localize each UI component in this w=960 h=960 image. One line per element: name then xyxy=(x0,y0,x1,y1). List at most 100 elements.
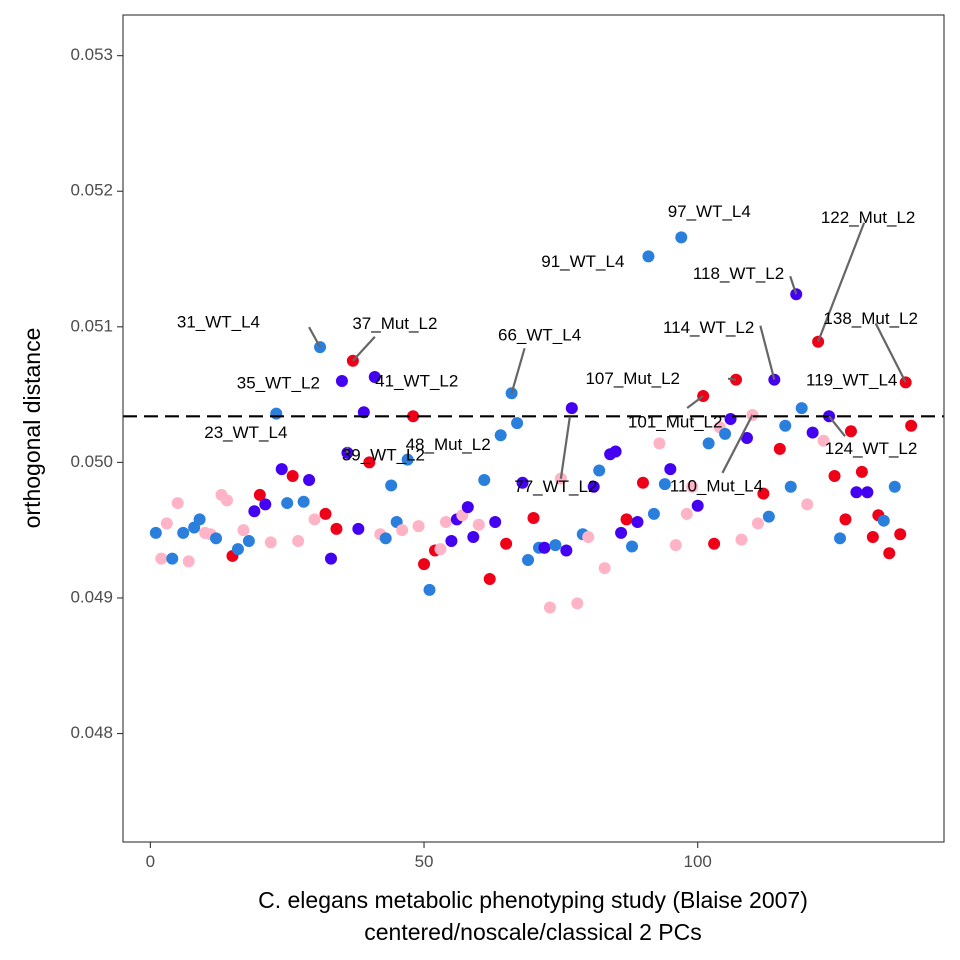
point-label: 97_WT_L4 xyxy=(668,202,751,221)
data-point xyxy=(330,522,343,535)
data-point xyxy=(620,513,633,526)
data-point xyxy=(385,479,398,492)
connectors-layer xyxy=(308,222,907,479)
data-point xyxy=(248,505,261,518)
data-point xyxy=(598,562,611,575)
data-point xyxy=(407,410,420,423)
data-point xyxy=(801,498,814,511)
data-point xyxy=(735,533,748,546)
data-point xyxy=(182,555,195,568)
data-point xyxy=(494,429,507,442)
data-point xyxy=(844,425,857,438)
x-axis: 0 50 100 xyxy=(146,842,712,871)
data-point xyxy=(806,426,819,439)
data-point xyxy=(478,474,491,487)
data-point xyxy=(647,507,660,520)
data-point xyxy=(779,419,792,432)
data-point xyxy=(412,520,425,533)
point-label: 91_WT_L4 xyxy=(541,252,624,271)
label-connector xyxy=(352,335,376,362)
data-point xyxy=(270,407,283,420)
data-point xyxy=(751,517,764,530)
data-point xyxy=(231,543,244,556)
data-point xyxy=(560,544,573,557)
data-point xyxy=(642,250,655,263)
points-layer xyxy=(149,231,918,614)
y-tick-label: 0.050 xyxy=(70,452,113,471)
data-point xyxy=(297,495,310,508)
label-connector xyxy=(721,414,754,474)
data-point xyxy=(762,510,775,523)
y-tick-label: 0.051 xyxy=(70,316,113,335)
data-point xyxy=(626,540,639,553)
data-point xyxy=(363,456,376,469)
data-point xyxy=(220,494,233,507)
data-point xyxy=(653,437,666,450)
data-point xyxy=(292,535,305,548)
data-point xyxy=(834,532,847,545)
y-tick-label: 0.052 xyxy=(70,181,113,200)
data-point xyxy=(593,464,606,477)
data-point xyxy=(839,513,852,526)
point-label: 41_WT_L2 xyxy=(375,371,458,390)
data-point xyxy=(500,537,513,550)
data-point xyxy=(905,419,918,432)
data-point xyxy=(636,476,649,489)
data-point xyxy=(549,539,562,552)
data-point xyxy=(691,499,704,512)
data-point xyxy=(757,487,770,500)
x-axis-title-line-2: centered/noscale/classical 2 PCs xyxy=(364,919,702,945)
data-point xyxy=(571,597,584,610)
data-point xyxy=(565,402,578,415)
data-point xyxy=(434,543,447,556)
data-point xyxy=(439,516,452,529)
point-label: 23_WT_L4 xyxy=(204,423,287,442)
data-point xyxy=(538,541,551,554)
data-point xyxy=(418,558,431,571)
point-label: 110_Mut_L4 xyxy=(670,476,763,495)
point-label: 122_Mut_L2 xyxy=(821,208,916,227)
point-label: 48_Mut_L2 xyxy=(406,435,491,454)
data-point xyxy=(210,532,223,545)
data-point xyxy=(615,526,628,539)
data-point xyxy=(171,497,184,510)
label-connector xyxy=(510,347,526,394)
data-point xyxy=(855,465,868,478)
label-connector xyxy=(874,322,907,383)
label-connector xyxy=(789,275,798,295)
data-point xyxy=(160,517,173,530)
data-point xyxy=(850,486,863,499)
label-connector xyxy=(817,222,866,343)
data-point xyxy=(242,535,255,548)
data-point xyxy=(866,530,879,543)
x-tick-label: 50 xyxy=(415,852,434,871)
plot-border xyxy=(122,14,945,843)
point-label: 39_WT_L2 xyxy=(342,445,425,464)
x-tick-label: 0 xyxy=(146,852,155,871)
y-tick-label: 0.053 xyxy=(70,45,113,64)
data-point xyxy=(324,552,337,565)
data-point xyxy=(543,601,556,614)
point-label: 77_WT_L2 xyxy=(514,477,597,496)
data-point xyxy=(675,231,688,244)
label-connector xyxy=(828,415,846,437)
data-point xyxy=(773,442,786,455)
data-point xyxy=(708,537,721,550)
data-point xyxy=(784,480,797,493)
data-point xyxy=(253,488,266,501)
data-point xyxy=(817,434,830,447)
point-label: 138_Mut_L2 xyxy=(823,309,918,328)
point-label: 66_WT_L4 xyxy=(498,326,581,345)
data-point xyxy=(445,535,458,548)
point-label: 35_WT_L2 xyxy=(237,374,320,393)
x-axis-title-line-1: C. elegans metabolic phenotyping study (… xyxy=(258,887,808,913)
data-point xyxy=(275,463,288,476)
point-label: 107_Mut_L2 xyxy=(585,369,680,388)
data-point xyxy=(527,511,540,524)
data-point xyxy=(522,554,535,567)
point-label: 101_Mut_L2 xyxy=(628,412,723,431)
data-point xyxy=(193,513,206,526)
data-point xyxy=(587,480,600,493)
data-point xyxy=(352,522,365,535)
data-point xyxy=(308,513,321,526)
